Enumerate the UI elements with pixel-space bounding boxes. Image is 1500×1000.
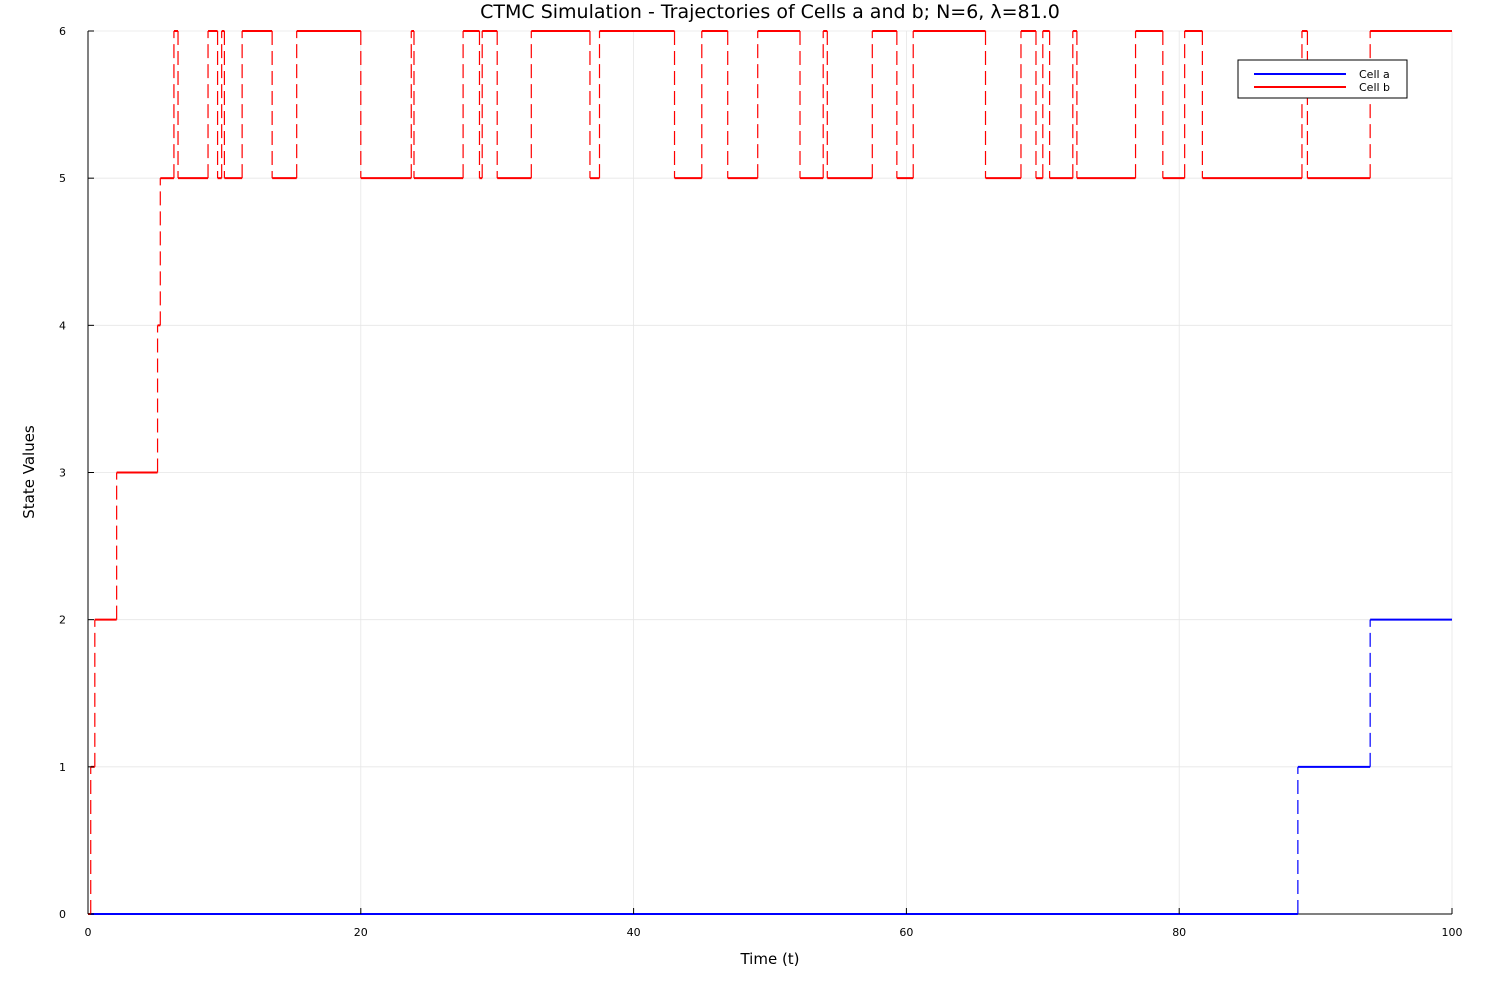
legend-label-cell-a: Cell a <box>1359 68 1390 81</box>
y-tick-label: 3 <box>59 467 66 480</box>
legend-label-cell-b: Cell b <box>1359 81 1390 94</box>
x-tick-label: 60 <box>899 926 913 939</box>
x-tick-label: 0 <box>85 926 92 939</box>
x-tick-label: 80 <box>1172 926 1186 939</box>
ticks: 0 20 40 60 80 100 0 1 2 3 4 5 6 <box>59 25 1463 939</box>
chart-title: CTMC Simulation - Trajectories of Cells … <box>480 1 1060 23</box>
y-tick-label: 6 <box>59 25 66 38</box>
legend-box <box>1237 59 1408 99</box>
grid <box>87 30 1453 915</box>
x-tick-label: 100 <box>1442 926 1463 939</box>
y-axis-title: State Values <box>20 425 38 519</box>
y-tick-label: 1 <box>59 761 66 774</box>
series-cell-a <box>88 618 1452 915</box>
series <box>88 30 1452 915</box>
x-axis-title: Time (t) <box>739 950 799 968</box>
x-tick-label: 20 <box>354 926 368 939</box>
y-tick-label: 2 <box>59 614 66 627</box>
y-tick-label: 5 <box>59 172 66 185</box>
series-cell-b <box>88 30 1452 915</box>
y-tick-label: 0 <box>59 908 66 921</box>
legend: Cell a Cell b <box>1237 59 1408 99</box>
x-tick-label: 40 <box>627 926 641 939</box>
y-tick-label: 4 <box>59 319 66 332</box>
